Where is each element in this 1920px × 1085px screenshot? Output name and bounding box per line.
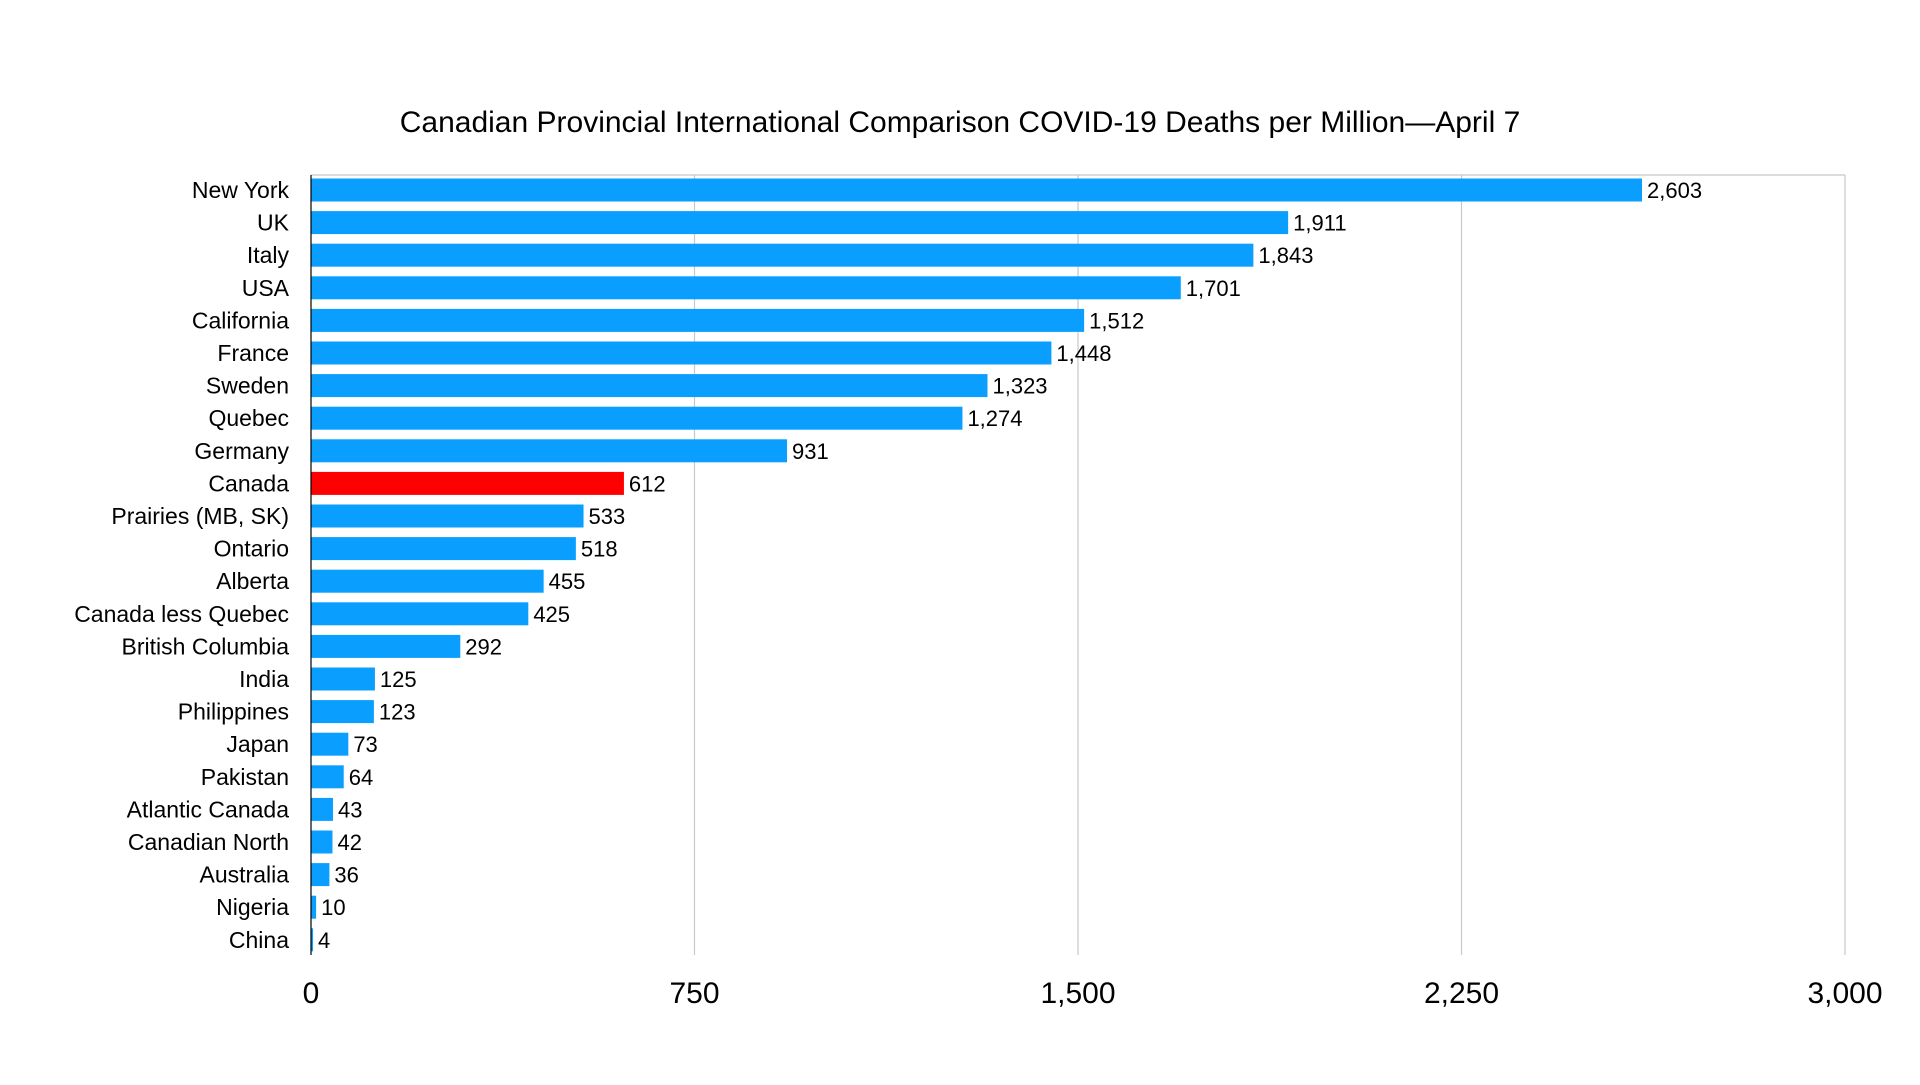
- value-label: 1,323: [992, 374, 1047, 399]
- category-label: Canada: [208, 470, 289, 496]
- bar-atlantic-canada: [311, 797, 333, 821]
- value-label: 518: [581, 537, 618, 562]
- category-label: Australia: [200, 862, 290, 888]
- value-label: 1,843: [1258, 243, 1313, 268]
- value-label: 1,512: [1089, 308, 1144, 333]
- value-label: 292: [465, 634, 502, 659]
- bar-sweden: [311, 374, 988, 398]
- category-label: USA: [242, 275, 290, 301]
- bar-canadian-north: [311, 830, 333, 854]
- category-label: Canada less Quebec: [74, 601, 289, 627]
- category-label: Prairies (MB, SK): [111, 503, 289, 529]
- category-label: Atlantic Canada: [127, 796, 290, 822]
- category-label: Alberta: [216, 568, 289, 594]
- x-tick-label: 0: [303, 977, 320, 1010]
- category-label: Pakistan: [201, 764, 289, 790]
- x-tick-label: 1,500: [1040, 977, 1115, 1010]
- value-label: 10: [321, 895, 345, 920]
- value-labels: 2,603 1,911 1,843 1,701 1,512 1,448 1,323 1,274…: [318, 178, 1702, 953]
- category-label: British Columbia: [122, 633, 290, 659]
- x-tick-label: 3,000: [1807, 977, 1882, 1010]
- bar-quebec: [311, 406, 963, 430]
- value-label: 2,603: [1647, 178, 1702, 203]
- category-label: China: [229, 927, 289, 953]
- bar-japan: [311, 732, 349, 756]
- value-label: 612: [629, 471, 666, 496]
- value-label: 533: [589, 504, 626, 529]
- bar-italy: [311, 243, 1254, 267]
- value-label: 64: [349, 765, 373, 790]
- category-label: Germany: [194, 438, 289, 464]
- value-label: 455: [549, 569, 586, 594]
- value-label: 123: [379, 700, 416, 725]
- category-label: Philippines: [178, 699, 289, 725]
- category-label: New York: [192, 177, 290, 203]
- bar-prairies-mb-sk: [311, 504, 584, 528]
- category-label: Quebec: [208, 405, 289, 431]
- bar-australia: [311, 863, 330, 887]
- category-label: UK: [257, 210, 290, 236]
- bar-california: [311, 308, 1085, 332]
- value-label: 42: [337, 830, 361, 855]
- value-label: 36: [334, 863, 358, 888]
- value-label: 1,274: [967, 406, 1022, 431]
- bar-uk: [311, 211, 1289, 235]
- category-label: Nigeria: [216, 894, 289, 920]
- value-label: 931: [792, 439, 829, 464]
- bar-germany: [311, 439, 788, 463]
- value-label: 1,911: [1293, 211, 1346, 236]
- bar-france: [311, 341, 1052, 365]
- bars: [311, 178, 1643, 952]
- bar-philippines: [311, 700, 374, 724]
- bar-canada: [311, 471, 624, 495]
- category-label: California: [192, 307, 289, 333]
- x-tick-label: 750: [669, 977, 719, 1010]
- value-label: 43: [338, 797, 362, 822]
- value-label: 425: [533, 602, 570, 627]
- value-label: 73: [353, 732, 377, 757]
- x-tick-label: 2,250: [1424, 977, 1499, 1010]
- value-label: 4: [318, 928, 330, 953]
- bar-nigeria: [311, 895, 317, 919]
- category-label: India: [239, 666, 289, 692]
- category-label: Japan: [226, 731, 289, 757]
- value-label: 125: [380, 667, 417, 692]
- category-label: Ontario: [214, 536, 289, 562]
- category-label: France: [217, 340, 289, 366]
- category-label: Canadian North: [128, 829, 289, 855]
- bar-ontario: [311, 537, 576, 561]
- value-label: 1,701: [1186, 276, 1241, 301]
- bar-new-york: [311, 178, 1643, 202]
- category-labels: New York UK Italy USA California France Sweden…: [74, 177, 289, 953]
- bar-india: [311, 667, 375, 691]
- bar-british-columbia: [311, 634, 461, 658]
- category-label: Sweden: [206, 373, 289, 399]
- x-axis-ticks: 0 750 1,500 2,250 3,000: [303, 977, 1883, 1010]
- bar-alberta: [311, 569, 544, 593]
- bar-china: [311, 928, 314, 952]
- bar-usa: [311, 276, 1181, 300]
- bar-canada-less-quebec: [311, 602, 529, 626]
- chart-title: Canadian Provincial International Compar…: [400, 106, 1521, 139]
- bar-pakistan: [311, 765, 344, 789]
- grid-lines: [311, 174, 1846, 955]
- category-label: Italy: [247, 242, 290, 268]
- value-label: 1,448: [1056, 341, 1111, 366]
